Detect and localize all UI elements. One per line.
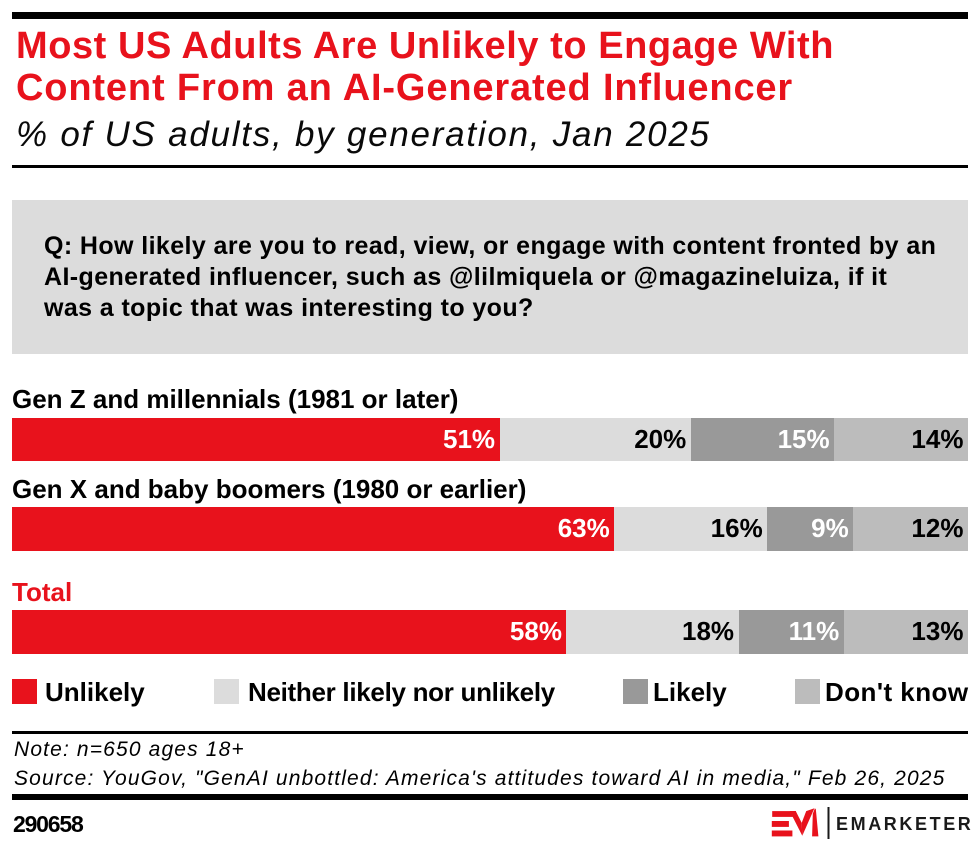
svg-text:EMARKETER: EMARKETER bbox=[836, 814, 972, 834]
